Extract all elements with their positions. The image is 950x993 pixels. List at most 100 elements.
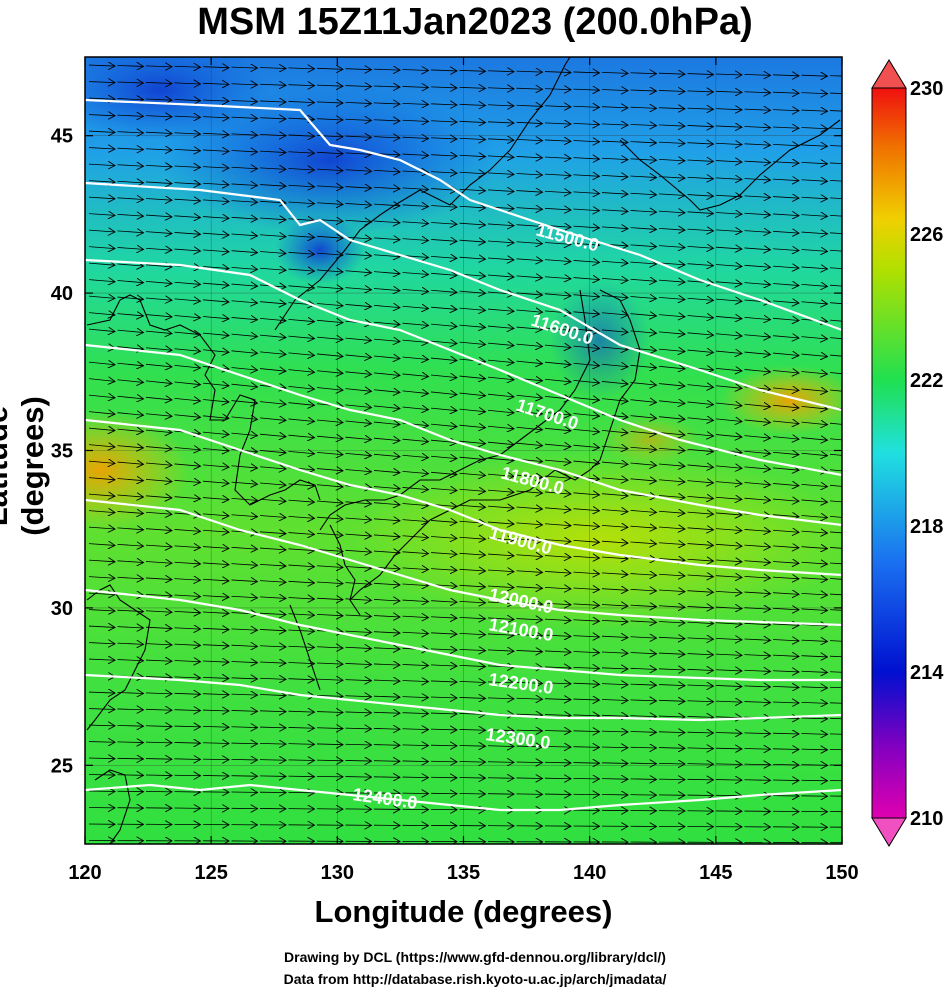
wind-arrow bbox=[174, 546, 201, 548]
wind-arrow bbox=[601, 557, 628, 559]
wind-arrow bbox=[430, 273, 457, 275]
wind-arrow bbox=[345, 304, 372, 306]
wind-arrow bbox=[373, 503, 400, 505]
wind-arrow bbox=[544, 243, 571, 245]
wind-arrow bbox=[259, 597, 286, 599]
wind-arrow bbox=[459, 206, 486, 208]
wind-arrow bbox=[145, 215, 172, 217]
wind-arrow bbox=[601, 193, 628, 195]
wind-arrow bbox=[459, 649, 486, 650]
wind-arrow bbox=[430, 729, 457, 730]
wind-arrow bbox=[288, 85, 315, 86]
wind-arrow bbox=[202, 83, 229, 84]
wind-arrow bbox=[772, 452, 799, 454]
wind-arrow bbox=[259, 168, 286, 170]
wind-arrow bbox=[487, 275, 514, 277]
wind-arrow bbox=[516, 276, 543, 278]
wind-arrow bbox=[829, 500, 842, 503]
wind-arrow bbox=[345, 615, 372, 616]
wind-arrow bbox=[573, 509, 600, 511]
wind-arrow bbox=[487, 190, 514, 192]
wind-arrow bbox=[459, 138, 486, 139]
wind-arrow bbox=[345, 663, 372, 664]
wind-arrow bbox=[459, 189, 486, 191]
wind-arrow bbox=[430, 256, 457, 258]
wind-arrow bbox=[744, 369, 771, 372]
wind-arrow bbox=[715, 733, 742, 734]
wind-arrow bbox=[316, 776, 343, 777]
wind-arrow bbox=[715, 282, 742, 284]
wind-arrow bbox=[658, 108, 685, 109]
wind-arrow bbox=[772, 655, 799, 656]
wind-arrow bbox=[145, 265, 172, 267]
wind-arrow bbox=[715, 497, 742, 499]
wind-arrow bbox=[772, 388, 799, 391]
wind-arrow bbox=[174, 595, 201, 597]
wind-arrow bbox=[544, 89, 571, 90]
wind-arrow bbox=[658, 574, 685, 576]
wind-arrow bbox=[259, 678, 286, 679]
wind-arrow bbox=[829, 354, 842, 357]
wind-arrow bbox=[231, 234, 258, 236]
wind-arrow bbox=[174, 382, 201, 385]
wind-arrow bbox=[801, 197, 828, 199]
wind-arrow bbox=[658, 606, 685, 608]
wind-arrow bbox=[829, 92, 842, 94]
wind-arrow bbox=[345, 372, 372, 375]
wind-arrow bbox=[715, 419, 742, 422]
wind-arrow bbox=[573, 363, 600, 366]
wind-arrow bbox=[373, 221, 400, 223]
wind-arrow bbox=[459, 409, 486, 412]
wind-arrow bbox=[231, 515, 258, 517]
wind-arrow bbox=[288, 202, 315, 204]
wind-arrow bbox=[174, 166, 201, 168]
wind-arrow bbox=[487, 343, 514, 345]
wind-arrow bbox=[687, 528, 714, 530]
wind-arrow bbox=[231, 284, 258, 286]
wind-arrow bbox=[601, 430, 628, 433]
wind-arrow bbox=[259, 418, 286, 421]
wind-arrow bbox=[829, 162, 842, 165]
wind-arrow bbox=[259, 776, 286, 777]
wind-arrow bbox=[744, 161, 771, 162]
wind-arrow bbox=[231, 67, 258, 68]
wind-arrow bbox=[715, 717, 742, 718]
wind-arrow bbox=[687, 512, 714, 514]
plot-area: 11500.011600.011700.011800.011900.012000… bbox=[85, 57, 842, 844]
wind-arrow bbox=[402, 256, 429, 258]
wind-arrow bbox=[145, 348, 172, 351]
wind-arrow bbox=[516, 327, 543, 329]
wind-arrow bbox=[715, 638, 742, 639]
wind-arrow bbox=[544, 635, 571, 636]
wind-arrow bbox=[772, 530, 799, 532]
wind-arrow bbox=[202, 117, 229, 118]
wind-arrow bbox=[345, 69, 372, 70]
wind-arrow bbox=[658, 464, 685, 466]
wind-arrow bbox=[288, 370, 315, 373]
wind-arrow bbox=[829, 686, 842, 689]
wind-arrow bbox=[687, 638, 714, 639]
wind-arrow bbox=[658, 315, 685, 317]
wind-arrow bbox=[829, 232, 842, 235]
wind-arrow bbox=[516, 259, 543, 261]
wind-arrow bbox=[687, 212, 714, 214]
wind-arrow bbox=[829, 469, 842, 472]
wind-arrow bbox=[88, 428, 115, 430]
wind-arrow bbox=[202, 726, 229, 727]
wind-arrow bbox=[487, 394, 514, 397]
wind-arrow bbox=[373, 422, 400, 425]
wind-arrow bbox=[402, 471, 429, 473]
wind-arrow bbox=[117, 413, 144, 416]
wind-arrow bbox=[402, 120, 429, 121]
wind-arrow bbox=[259, 302, 286, 304]
wind-arrow bbox=[145, 529, 172, 531]
wind-arrow bbox=[373, 120, 400, 121]
wind-arrow bbox=[288, 451, 315, 453]
wind-arrow bbox=[601, 620, 628, 621]
wind-arrow bbox=[687, 246, 714, 248]
wind-arrow bbox=[88, 395, 115, 398]
wind-arrow bbox=[316, 203, 343, 205]
wind-arrow bbox=[459, 308, 486, 310]
wind-arrow bbox=[630, 262, 657, 264]
wind-arrow bbox=[117, 775, 144, 776]
